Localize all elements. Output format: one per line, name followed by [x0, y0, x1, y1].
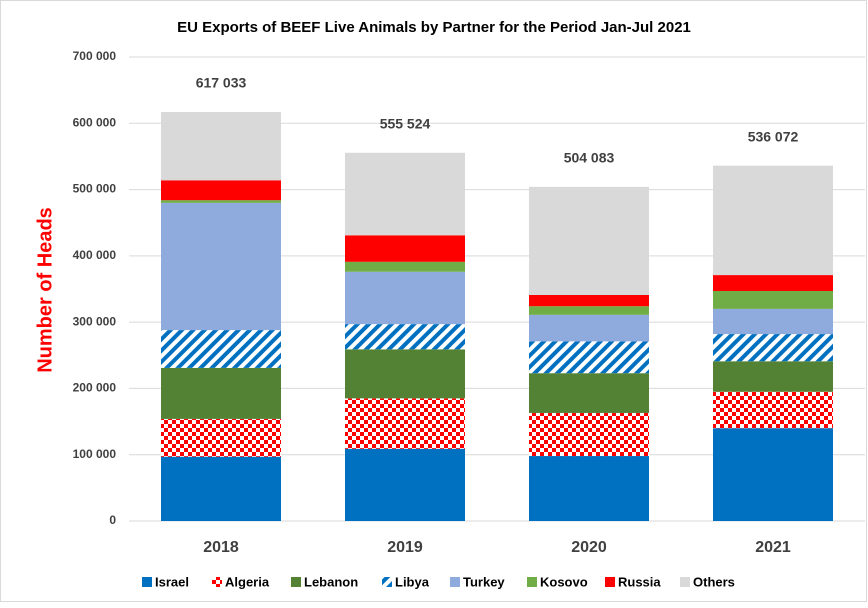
legend-swatch — [212, 577, 222, 587]
legend-swatch — [605, 577, 615, 587]
bar-segment — [713, 290, 833, 309]
x-tick-label: 2018 — [203, 539, 239, 556]
legend-label: Libya — [395, 574, 430, 589]
bar-segment — [529, 341, 649, 374]
y-tick-label: 700 000 — [73, 49, 117, 63]
bar-segment — [713, 308, 833, 335]
bar-segment — [161, 456, 281, 521]
legend-label: Russia — [618, 574, 661, 589]
bar-segment — [529, 373, 649, 413]
legend-label: Algeria — [225, 574, 270, 589]
legend-label: Lebanon — [304, 574, 358, 589]
bar-segment — [529, 306, 649, 315]
bar-segment — [161, 180, 281, 201]
legend-label: Kosovo — [540, 574, 588, 589]
chart-title: EU Exports of BEEF Live Animals by Partn… — [177, 19, 691, 36]
y-tick-label: 500 000 — [73, 182, 117, 196]
bar-segment — [161, 111, 281, 181]
bar-segment — [161, 330, 281, 368]
total-label: 536 072 — [748, 128, 799, 144]
bar-segment — [345, 152, 465, 236]
legend-label: Turkey — [463, 574, 505, 589]
y-tick-label: 600 000 — [73, 115, 117, 129]
y-tick-label: 0 — [109, 513, 116, 527]
legend-swatch — [680, 577, 690, 587]
y-axis-label: Number of Heads — [34, 207, 56, 373]
legend-swatch — [382, 577, 392, 587]
bar-segment — [713, 391, 833, 429]
bar-segment — [345, 349, 465, 399]
bar-segment — [345, 398, 465, 449]
bar-segment — [529, 294, 649, 307]
bar-segment — [161, 202, 281, 331]
bar-segment — [161, 367, 281, 419]
total-label: 504 083 — [564, 150, 615, 166]
x-tick-label: 2019 — [387, 539, 423, 556]
bar-segment — [161, 200, 281, 203]
x-tick-label: 2021 — [755, 539, 791, 556]
bar-segment — [713, 334, 833, 362]
bar-segment — [529, 456, 649, 521]
y-tick-label: 200 000 — [73, 381, 117, 395]
bar-segment — [345, 271, 465, 325]
total-label: 555 524 — [380, 115, 431, 131]
x-tick-label: 2020 — [571, 539, 607, 556]
legend-swatch — [527, 577, 537, 587]
bar-segment — [345, 261, 465, 272]
legend-label: Others — [693, 574, 735, 589]
bar-segment — [529, 186, 649, 295]
y-tick-label: 300 000 — [73, 314, 117, 328]
y-tick-label: 100 000 — [73, 447, 117, 461]
total-label: 617 033 — [196, 75, 247, 91]
bar-segment — [713, 428, 833, 521]
bar-segment — [529, 314, 649, 342]
bar-segment — [345, 235, 465, 262]
bar-segment — [713, 275, 833, 291]
bar-segment — [345, 448, 465, 521]
bar-segment — [345, 324, 465, 350]
bar-segment — [529, 412, 649, 457]
y-tick-label: 400 000 — [73, 248, 117, 262]
legend-swatch — [450, 577, 460, 587]
bar-segment — [161, 418, 281, 457]
bar-segment — [713, 361, 833, 392]
bar-segment — [713, 165, 833, 276]
legend-swatch — [291, 577, 301, 587]
legend-swatch — [142, 577, 152, 587]
legend-label: Israel — [155, 574, 189, 589]
